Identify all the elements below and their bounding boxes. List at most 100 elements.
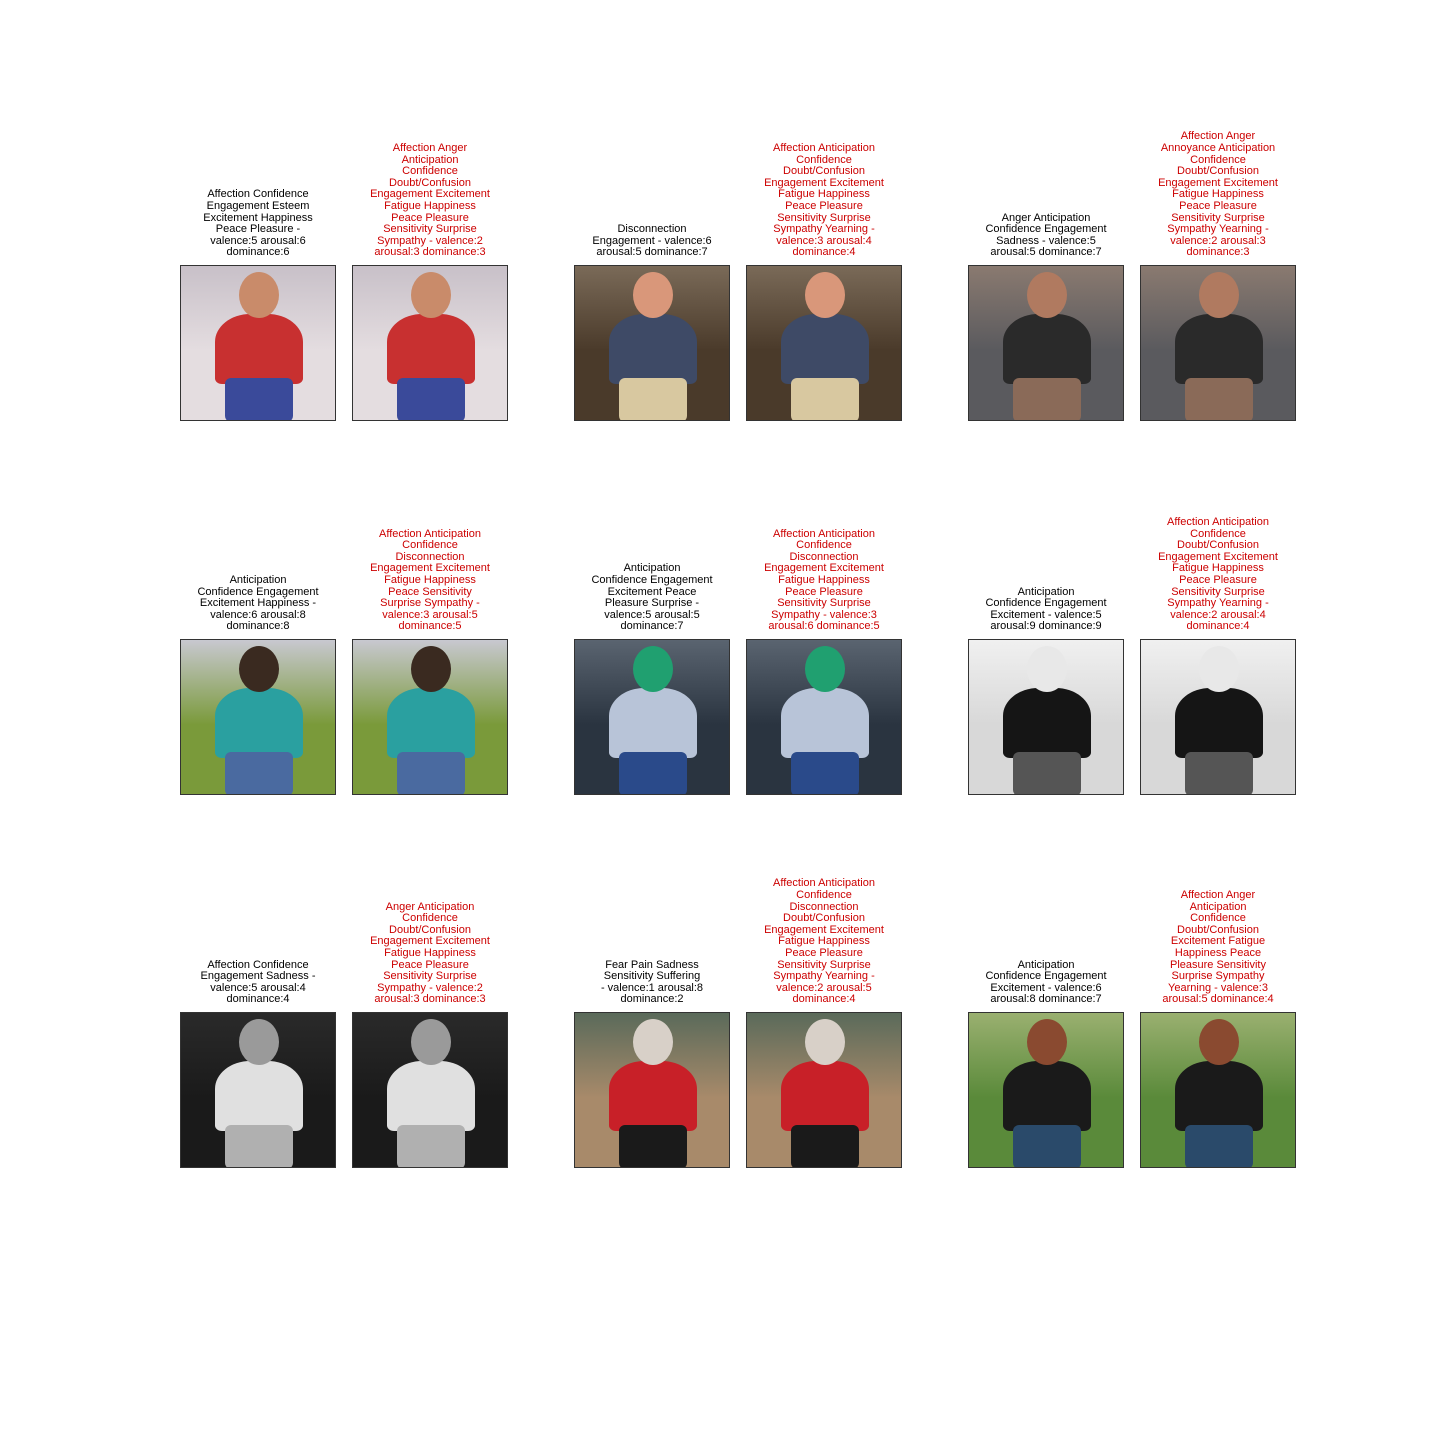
- ground-truth-panel: Anticipation Confidence Engagement Excit…: [574, 439, 730, 795]
- person-head: [239, 646, 279, 692]
- prediction-caption: Affection Anticipation Confidence Discon…: [764, 877, 884, 1006]
- person-legs: [1013, 1125, 1081, 1167]
- person-head: [1199, 1019, 1239, 1065]
- person-photo: [574, 1012, 730, 1168]
- person-photo: [352, 639, 508, 795]
- person-legs: [1185, 752, 1253, 794]
- person-body: [387, 314, 475, 384]
- person-photo: [180, 1012, 336, 1168]
- person-body: [1003, 1061, 1091, 1131]
- prediction-panel: Affection Anticipation Confidence Discon…: [352, 439, 508, 795]
- person-body: [1175, 688, 1263, 758]
- person-head: [805, 646, 845, 692]
- person-head: [411, 1019, 451, 1065]
- ground-truth-caption: Fear Pain Sadness Sensitivity Suffering …: [600, 958, 704, 1006]
- person-legs: [619, 752, 687, 794]
- person-legs: [1013, 378, 1081, 420]
- ground-truth-panel: Anticipation Confidence Engagement Excit…: [180, 439, 336, 795]
- person-legs: [791, 752, 859, 794]
- person-body: [387, 688, 475, 758]
- person-head: [805, 1019, 845, 1065]
- person-legs: [397, 1125, 465, 1167]
- prediction-panel: Affection Anticipation Confidence Doubt/…: [746, 65, 902, 421]
- person-photo: [968, 265, 1124, 421]
- person-head: [1027, 1019, 1067, 1065]
- ground-truth-caption: Anger Anticipation Confidence Engagement…: [985, 211, 1107, 259]
- person-photo: [746, 1012, 902, 1168]
- ground-truth-caption: Anticipation Confidence Engagement Excit…: [985, 958, 1107, 1006]
- person-photo: [180, 639, 336, 795]
- person-legs: [1185, 378, 1253, 420]
- person-photo: [746, 265, 902, 421]
- person-body: [1003, 314, 1091, 384]
- person-photo: [180, 265, 336, 421]
- person-head: [239, 272, 279, 318]
- person-head: [239, 1019, 279, 1065]
- prediction-panel: Affection Anticipation Confidence Discon…: [746, 812, 902, 1168]
- person-body: [609, 688, 697, 758]
- person-photo: [968, 1012, 1124, 1168]
- person-body: [781, 1061, 869, 1131]
- person-body: [1003, 688, 1091, 758]
- prediction-caption: Affection Anticipation Confidence Doubt/…: [1158, 516, 1278, 633]
- person-head: [1199, 646, 1239, 692]
- ground-truth-caption: Anticipation Confidence Engagement Excit…: [591, 562, 713, 633]
- person-body: [215, 1061, 303, 1131]
- prediction-panel: Affection Anger Anticipation Confidence …: [1140, 812, 1296, 1168]
- person-head: [633, 272, 673, 318]
- person-photo: [746, 639, 902, 795]
- ground-truth-panel: Anger Anticipation Confidence Engagement…: [968, 65, 1124, 421]
- ground-truth-panel: Affection Confidence Engagement Esteem E…: [180, 65, 336, 421]
- ground-truth-panel: Disconnection Engagement - valence:6 aro…: [574, 65, 730, 421]
- prediction-panel: Affection Anticipation Confidence Discon…: [746, 439, 902, 795]
- person-photo: [574, 265, 730, 421]
- prediction-caption: Affection Anger Anticipation Confidence …: [1162, 889, 1274, 1006]
- prediction-panel: Affection Anticipation Confidence Doubt/…: [1140, 439, 1296, 795]
- person-head: [411, 272, 451, 318]
- ground-truth-caption: Anticipation Confidence Engagement Excit…: [197, 574, 319, 633]
- prediction-caption: Affection Anticipation Confidence Discon…: [764, 527, 884, 633]
- ground-truth-caption: Affection Confidence Engagement Esteem E…: [203, 188, 313, 259]
- person-head: [411, 646, 451, 692]
- person-head: [1027, 272, 1067, 318]
- prediction-caption: Anger Anticipation Confidence Doubt/Conf…: [370, 900, 490, 1006]
- ground-truth-caption: Disconnection Engagement - valence:6 aro…: [592, 223, 712, 259]
- person-photo: [352, 1012, 508, 1168]
- person-head: [633, 1019, 673, 1065]
- person-legs: [619, 1125, 687, 1167]
- person-head: [1027, 646, 1067, 692]
- person-legs: [619, 378, 687, 420]
- person-body: [1175, 314, 1263, 384]
- person-body: [215, 314, 303, 384]
- person-body: [609, 314, 697, 384]
- person-legs: [791, 378, 859, 420]
- person-head: [1199, 272, 1239, 318]
- ground-truth-panel: Affection Confidence Engagement Sadness …: [180, 812, 336, 1168]
- prediction-panel: Anger Anticipation Confidence Doubt/Conf…: [352, 812, 508, 1168]
- prediction-panel: Affection Anger Annoyance Anticipation C…: [1140, 65, 1296, 421]
- person-photo: [1140, 1012, 1296, 1168]
- person-legs: [225, 752, 293, 794]
- person-legs: [225, 1125, 293, 1167]
- person-legs: [1185, 1125, 1253, 1167]
- person-legs: [397, 378, 465, 420]
- prediction-caption: Affection Anticipation Confidence Discon…: [370, 527, 490, 633]
- ground-truth-panel: Fear Pain Sadness Sensitivity Suffering …: [574, 812, 730, 1168]
- person-body: [1175, 1061, 1263, 1131]
- person-body: [609, 1061, 697, 1131]
- prediction-panel: Affection Anger Anticipation Confidence …: [352, 65, 508, 421]
- person-photo: [1140, 639, 1296, 795]
- prediction-caption: Affection Anger Annoyance Anticipation C…: [1158, 130, 1278, 259]
- person-photo: [1140, 265, 1296, 421]
- person-legs: [791, 1125, 859, 1167]
- ground-truth-panel: Anticipation Confidence Engagement Excit…: [968, 812, 1124, 1168]
- person-photo: [574, 639, 730, 795]
- person-head: [633, 646, 673, 692]
- person-photo: [352, 265, 508, 421]
- ground-truth-caption: Affection Confidence Engagement Sadness …: [200, 958, 316, 1006]
- person-body: [781, 688, 869, 758]
- person-head: [805, 272, 845, 318]
- person-photo: [968, 639, 1124, 795]
- prediction-caption: Affection Anger Anticipation Confidence …: [370, 142, 490, 259]
- person-legs: [225, 378, 293, 420]
